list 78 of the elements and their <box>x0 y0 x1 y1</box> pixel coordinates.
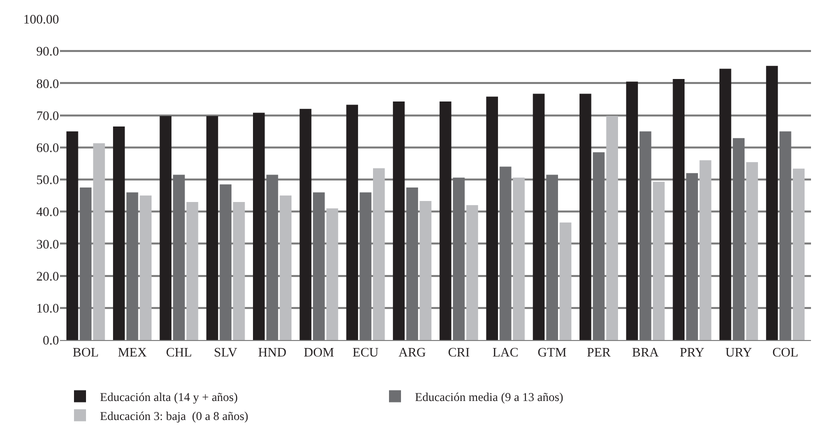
y-tick-label: 60.0 <box>36 140 59 155</box>
x-tick-label: SLV <box>214 344 238 360</box>
y-tick-label: 0.0 <box>42 332 59 348</box>
y-tick-label: 20.0 <box>36 268 59 284</box>
bar <box>532 94 545 340</box>
x-tick-label: MEX <box>118 344 148 360</box>
bar <box>592 152 605 340</box>
bar <box>300 108 312 340</box>
bar <box>406 188 418 340</box>
bar <box>766 66 778 340</box>
x-tick-label: COL <box>772 344 798 360</box>
bar <box>113 126 125 340</box>
bar <box>93 143 105 340</box>
bar <box>313 192 325 340</box>
y-tick-label: 90.0 <box>36 44 59 59</box>
bar <box>512 178 525 340</box>
bar <box>500 166 512 340</box>
bar <box>160 116 172 340</box>
bar <box>80 188 92 340</box>
bar <box>792 168 805 340</box>
bar <box>486 96 498 340</box>
bar <box>280 196 292 340</box>
bar <box>560 222 572 340</box>
y-tick-label: 40.0 <box>36 204 59 220</box>
x-tick-label: CHL <box>166 344 192 360</box>
legend-label: Educación 3: baja (0 a 8 años) <box>100 408 248 423</box>
bar <box>466 205 478 340</box>
x-tick-label: HND <box>258 344 286 360</box>
bar <box>373 168 385 340</box>
bar <box>252 112 265 340</box>
y-tick-label: 30.0 <box>36 236 59 252</box>
bar <box>440 102 452 340</box>
bar <box>746 162 758 340</box>
bar <box>606 116 618 340</box>
bar <box>126 192 138 340</box>
bar <box>732 138 745 340</box>
bar <box>233 202 245 340</box>
bar <box>360 192 372 340</box>
x-tick-label: GTM <box>538 344 567 360</box>
bar <box>186 202 198 340</box>
bar <box>220 184 232 340</box>
x-tick-label: CRI <box>448 344 470 360</box>
y-tick-label: 50.0 <box>36 172 59 188</box>
x-tick-label: BRA <box>632 344 660 360</box>
bar <box>206 116 218 340</box>
bar <box>779 131 792 340</box>
bar <box>546 174 558 340</box>
bar <box>66 131 78 340</box>
bar <box>719 68 732 340</box>
x-tick-label: URY <box>725 344 753 360</box>
x-tick-label: PER <box>586 344 612 360</box>
bar <box>420 201 432 340</box>
x-tick-label: ECU <box>352 344 380 360</box>
x-tick-label: ARG <box>398 344 426 360</box>
bar <box>672 79 685 340</box>
x-tick-label: LAC <box>492 344 518 360</box>
x-tick-label: BOL <box>72 344 99 360</box>
bar <box>686 173 698 340</box>
bar <box>452 178 465 340</box>
y-tick-label: 100.00 <box>23 12 59 27</box>
x-tick-label: PRY <box>680 344 705 360</box>
bar <box>140 196 152 340</box>
bar <box>652 182 665 340</box>
bar <box>346 104 358 340</box>
y-tick-label: 80.0 <box>36 76 59 91</box>
bar <box>173 174 185 340</box>
x-tick-label: DOM <box>304 344 334 360</box>
bar <box>580 94 592 340</box>
bar <box>626 82 638 340</box>
bar <box>326 208 338 340</box>
y-tick-label: 70.0 <box>36 108 59 123</box>
bar <box>266 174 278 340</box>
legend-label: Educación media (9 a 13 años) <box>415 390 564 404</box>
legend-label: Educación alta (14 y + años) <box>100 390 238 404</box>
bar <box>700 160 712 340</box>
y-tick-label: 10.0 <box>36 300 59 316</box>
bar <box>392 102 405 340</box>
bar <box>640 131 652 340</box>
